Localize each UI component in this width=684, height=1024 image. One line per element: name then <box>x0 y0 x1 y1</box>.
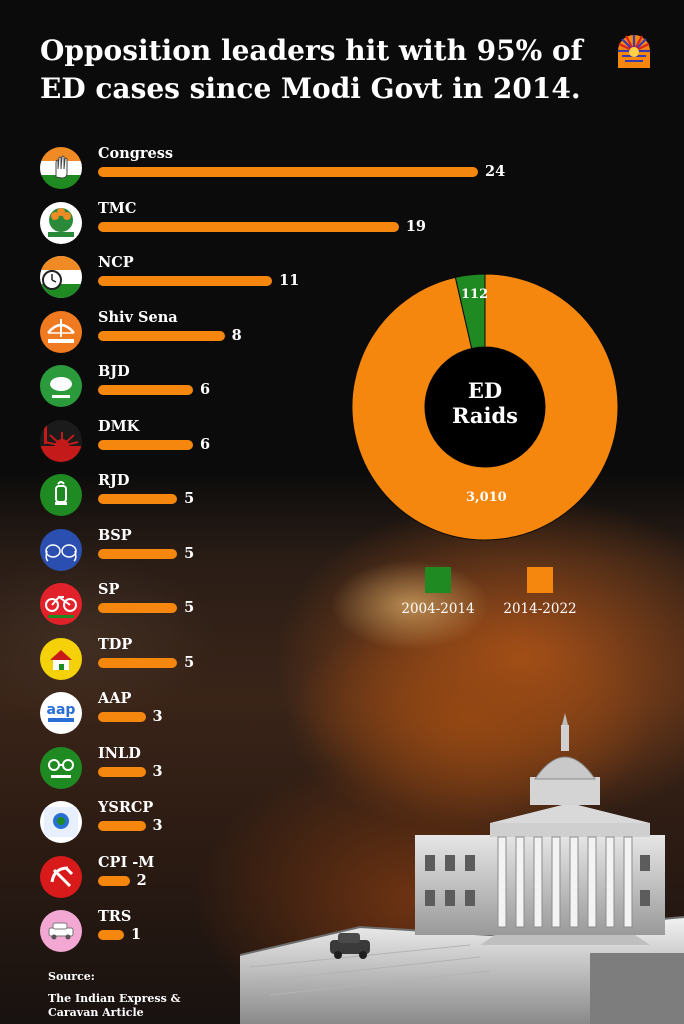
party-name-label: TMC <box>98 199 137 217</box>
bar-value-label: 11 <box>279 272 300 289</box>
sun-rays-icon <box>618 35 650 68</box>
party-name-label: BJD <box>98 363 130 380</box>
donut-center-label: ED Raids <box>425 378 545 428</box>
bar-value-label: 6 <box>200 381 211 398</box>
party-name-label: RJD <box>98 472 130 489</box>
bar-row: TRS 1 <box>40 908 480 954</box>
bar-value-label: 3 <box>152 762 163 780</box>
bar-value-label: 5 <box>184 544 195 562</box>
bar-row: aap AAP 3 <box>40 690 480 736</box>
party-name-label: TDP <box>98 635 133 653</box>
bar <box>98 330 225 341</box>
bar-value-label: 5 <box>184 599 195 616</box>
bar-value-label: 5 <box>184 653 195 671</box>
bar <box>98 221 399 232</box>
trs-car-icon <box>40 910 82 952</box>
bar-row: TMC 19 <box>40 200 480 246</box>
bar-row: DMK 6 <box>40 418 480 464</box>
ed-raids-donut-chart <box>351 273 619 541</box>
legend-item-2004-2014: 2004-2014 <box>383 567 493 617</box>
bsp-elephant-icon <box>40 528 82 571</box>
bar <box>98 875 130 886</box>
parliament-building-illustration <box>240 713 684 1024</box>
bar-value-label: 3 <box>152 817 163 834</box>
rjd-lantern-icon <box>40 474 82 516</box>
bar-row: NCP 11 <box>40 254 480 300</box>
bar <box>98 167 478 177</box>
bar-row: Shiv Sena 8 <box>40 309 480 355</box>
dmk-rising-sun-icon <box>40 419 82 462</box>
donut-hole <box>425 347 545 467</box>
page-title: Opposition leaders hit with 95% of ED ca… <box>40 34 583 105</box>
bar-value-label: 24 <box>485 163 506 180</box>
party-name-label: SP <box>98 581 120 598</box>
donut-center-line-1: ED <box>467 378 503 403</box>
bar <box>98 821 146 831</box>
party-name-label: BSP <box>98 526 132 544</box>
bar <box>98 548 178 559</box>
legend-label: 2004-2014 <box>401 601 475 617</box>
bar-row: Congress 24 <box>40 145 505 191</box>
donut-center-line-2: Raids <box>451 403 519 428</box>
bar-value-label: 5 <box>184 490 195 507</box>
sp-bicycle-icon <box>40 583 82 625</box>
party-name-label: INLD <box>98 744 141 762</box>
legend-swatch <box>527 567 553 593</box>
bar <box>98 276 273 286</box>
legend-item-2014-2022: 2014-2022 <box>485 567 595 617</box>
cpi-m-hammer-sickle-icon <box>40 855 82 898</box>
bar <box>98 494 178 504</box>
cloud-glow <box>330 560 490 650</box>
bar-row: BSP 5 <box>40 527 480 573</box>
party-name-label: Congress <box>98 145 174 162</box>
source-text: The Indian Express & Caravan Article <box>48 992 181 1019</box>
bar <box>98 439 193 450</box>
party-name-label: YSRCP <box>98 799 154 816</box>
tmc-flower-icon <box>40 201 82 244</box>
party-name-label: CPI -M <box>98 853 155 871</box>
source-heading: Source: <box>48 970 95 983</box>
slice-value-label: 3,010 <box>466 490 507 505</box>
congress-hand-icon <box>40 147 82 189</box>
bar-value-label: 3 <box>152 708 163 725</box>
bar-value-label: 1 <box>131 926 142 943</box>
bar-row: TDP 5 <box>40 636 480 682</box>
party-name-label: Shiv Sena <box>98 308 178 326</box>
bar-value-label: 8 <box>231 326 242 344</box>
bar-value-label: 6 <box>200 435 211 453</box>
bar <box>98 657 178 668</box>
bar-row: RJD 5 <box>40 472 480 518</box>
party-name-label: DMK <box>98 417 140 435</box>
slice-value-label: 112 <box>461 287 489 302</box>
bar <box>98 603 178 613</box>
aap-broom-icon: aap <box>40 692 82 734</box>
bar-row: YSRCP 3 <box>40 799 480 845</box>
svg-text:aap: aap <box>47 702 76 718</box>
source-note: Source: The Indian Express & Caravan Art… <box>48 970 208 1020</box>
bar-value-label: 19 <box>405 217 427 235</box>
inld-spectacles-icon <box>40 746 82 789</box>
party-name-label: AAP <box>98 690 132 707</box>
shiv-sena-bow-arrow-icon <box>40 310 82 353</box>
party-name-label: NCP <box>98 254 134 271</box>
bar-row: BJD 6 <box>40 363 480 409</box>
bjd-conch-icon <box>40 365 82 407</box>
legend-swatch <box>425 567 451 593</box>
ncp-clock-icon <box>40 256 82 298</box>
bar <box>98 385 193 395</box>
legend-label: 2014-2022 <box>503 601 577 617</box>
tdp-bicycle-house-icon <box>40 637 82 680</box>
party-name-label: TRS <box>98 908 132 925</box>
bar-value-label: 2 <box>136 871 147 889</box>
bar <box>98 712 146 722</box>
bar <box>98 766 146 777</box>
bar-row: INLD 3 <box>40 745 480 791</box>
bar-row: CPI -M 2 <box>40 854 480 900</box>
bar <box>98 930 124 940</box>
bar-row: SP 5 <box>40 581 480 627</box>
ysrcp-fan-icon <box>40 801 82 843</box>
